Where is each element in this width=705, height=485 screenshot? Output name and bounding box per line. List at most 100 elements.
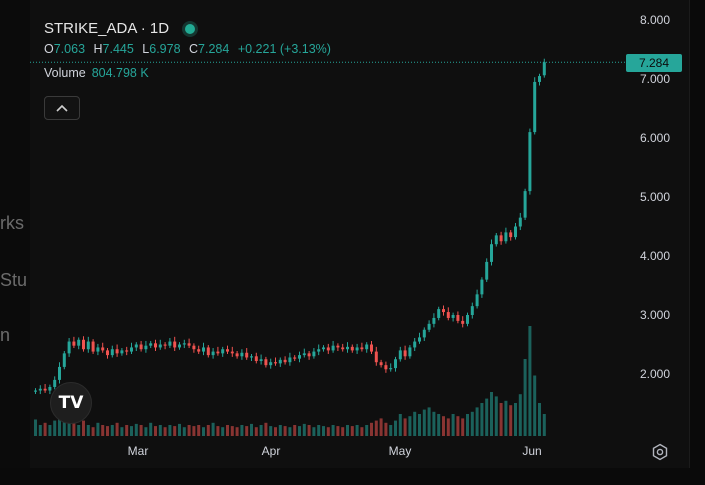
candle-body [403, 350, 407, 357]
symbol-title[interactable]: STRIKE_ADA · 1D [44, 20, 170, 37]
candle-body [499, 235, 503, 242]
volume-bar [350, 426, 354, 436]
volume-bar [115, 422, 119, 436]
volume-bar [274, 427, 277, 436]
volume-bar [514, 403, 517, 436]
candle-body [197, 349, 201, 352]
volume-bar [178, 423, 181, 436]
volume-bar [91, 427, 95, 436]
candle-body [288, 357, 292, 363]
candle-body [518, 217, 522, 227]
candle-body [158, 344, 162, 348]
candle-body [298, 355, 301, 359]
volume-bar [163, 427, 167, 436]
candle-body [451, 315, 455, 318]
candle-body [317, 349, 321, 352]
volume-bar [494, 396, 498, 436]
volume-bar [384, 422, 388, 436]
candle-body [62, 353, 66, 367]
volume-bar [230, 426, 234, 436]
candle-body [523, 191, 527, 218]
volume-bar [269, 426, 273, 436]
candle-body [168, 341, 172, 346]
gear-icon [652, 443, 668, 461]
price-tick-label: 7.000 [640, 72, 670, 86]
volume-label[interactable]: Volume [44, 66, 86, 80]
high-label: H [93, 42, 103, 56]
volume-bar [485, 398, 489, 436]
chart-settings-button[interactable] [650, 442, 670, 462]
volume-bar [264, 422, 268, 436]
volume-bar [288, 427, 292, 436]
chart-panel[interactable] [30, 0, 690, 468]
candle-body [509, 232, 513, 238]
volume-bar [120, 427, 124, 436]
candle-body [163, 344, 167, 346]
volume-bar [197, 425, 201, 436]
volume-bar [542, 414, 546, 436]
candle-body [365, 344, 369, 350]
candle-body [86, 341, 90, 350]
candle-body [72, 341, 76, 346]
volume-bar [307, 425, 311, 436]
candle-body [466, 315, 469, 324]
candle-body [485, 261, 489, 280]
candle-body [346, 346, 349, 350]
volume-bar [173, 426, 177, 436]
candle-body [394, 359, 397, 369]
candle-body [422, 329, 426, 338]
candle-body [182, 343, 186, 345]
volume-bar [43, 422, 47, 436]
candle-body [187, 343, 191, 346]
candle-body [331, 345, 335, 351]
candle-body [302, 353, 306, 356]
candle-body [475, 294, 479, 307]
candle-body [67, 341, 71, 354]
candle-body [307, 353, 311, 357]
candle-body [269, 362, 273, 366]
candle-body [389, 368, 393, 370]
background-window-text: rks [0, 213, 24, 233]
candle-body [82, 339, 85, 350]
volume-bar [418, 414, 421, 436]
candle-body [115, 349, 119, 354]
collapse-legend-button[interactable] [44, 96, 80, 120]
candle-body [274, 362, 277, 364]
volume-bar [451, 414, 455, 436]
tradingview-logo[interactable]: TV [50, 382, 92, 424]
candle-body [240, 352, 244, 357]
candle-body [360, 347, 364, 350]
volume-bar [182, 427, 186, 436]
volume-bar [254, 427, 258, 436]
candle-body [408, 347, 412, 357]
close-value: 7.284 [198, 42, 230, 56]
volume-bar [110, 425, 114, 436]
candle-body [38, 388, 42, 391]
volume-bar [360, 427, 364, 436]
high-value: 7.445 [102, 42, 134, 56]
volume-bar [206, 425, 210, 436]
volume-bar [48, 425, 52, 436]
volume-bar [82, 420, 85, 436]
volume-bar [86, 425, 90, 436]
right-edge [690, 0, 705, 485]
candle-body [149, 343, 153, 346]
price-candles [34, 58, 546, 395]
candle-body [221, 349, 225, 354]
candle-body [206, 347, 210, 356]
candle-body [259, 359, 263, 362]
candle-body [48, 386, 52, 391]
candle-body [446, 312, 450, 318]
time-tick-label: May [389, 444, 412, 458]
volume-bar [168, 425, 172, 436]
time-axis: Mar Apr May Jun [128, 444, 542, 458]
candle-body [533, 81, 537, 133]
volume-bar [106, 426, 109, 436]
volume-bar [509, 405, 513, 436]
market-status-icon[interactable] [185, 23, 196, 34]
volume-bar [427, 407, 431, 436]
price-tick-label: 4.000 [640, 249, 670, 263]
volume-bar [422, 409, 426, 436]
volume-bar [403, 418, 407, 436]
volume-bar [235, 427, 239, 436]
